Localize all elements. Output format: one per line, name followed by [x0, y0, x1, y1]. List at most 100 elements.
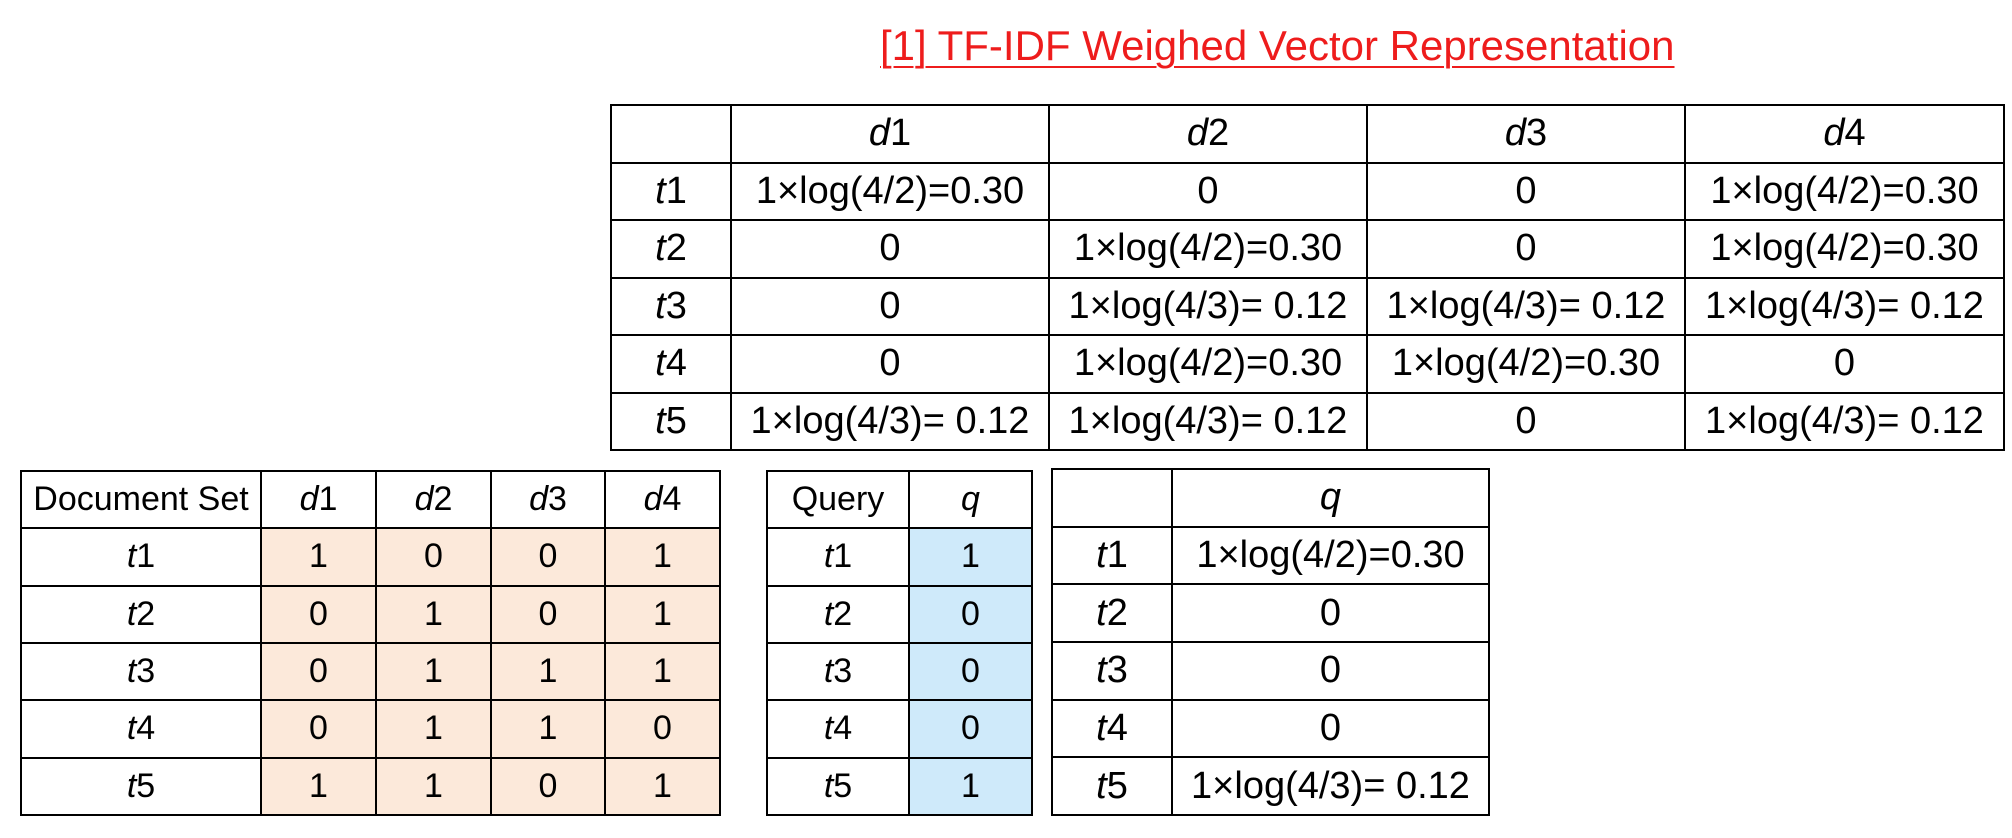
table-cell: 0: [730, 334, 1050, 394]
table-cell: 0: [260, 699, 377, 759]
table-cell: 1: [375, 756, 492, 817]
table-cell: 1×log(4/2)=0.30: [1684, 219, 2005, 279]
table-cell: 1×log(4/3)= 0.12: [1684, 276, 2005, 336]
table-cell: 1×log(4/2)=0.30: [1684, 161, 2005, 221]
table-cell: 1: [260, 527, 377, 587]
table-cell: 0: [1171, 698, 1490, 759]
table-header-row: Query q: [766, 469, 1033, 530]
table-cell: 0: [1171, 583, 1490, 643]
table-cell: 0: [730, 219, 1050, 279]
column-header: d1: [730, 104, 1050, 164]
table-cell: 0: [604, 699, 721, 759]
table-header-row: q: [1051, 468, 1490, 528]
table-cell: 0: [260, 584, 377, 644]
table-row: t3 0: [766, 641, 1033, 702]
row-header: t4: [20, 699, 262, 759]
table-cell: 1×log(4/2)=0.30: [730, 161, 1050, 221]
row-header: t4: [1051, 698, 1173, 759]
corner-cell: [1051, 468, 1173, 528]
row-header: t1: [610, 161, 732, 221]
column-header: d2: [1048, 104, 1368, 164]
table-cell: 1×log(4/2)=0.30: [1366, 334, 1686, 394]
table-cell: 1: [604, 641, 721, 702]
row-header: t3: [20, 641, 262, 702]
row-header: t5: [766, 756, 910, 817]
table-row: t4 0: [766, 699, 1033, 759]
document-set-table: Document Set d1 d2 d3 d4 t1 1 0 0 1 t2 0…: [20, 469, 721, 817]
table-cell: 1: [375, 584, 492, 644]
column-header: d3: [490, 469, 606, 530]
table-cell: 0: [1366, 391, 1686, 451]
table-row: t3 0 1×log(4/3)= 0.12 1×log(4/3)= 0.12 1…: [610, 276, 2005, 336]
table-row: t2 0 1×log(4/2)=0.30 0 1×log(4/2)=0.30: [610, 219, 2005, 279]
row-header: t3: [610, 276, 732, 336]
row-header: t2: [20, 584, 262, 644]
table-cell: 0: [490, 756, 606, 817]
table-cell: 0: [1684, 334, 2005, 394]
table-cell: 0: [1366, 219, 1686, 279]
table-row: t2 0 1 0 1: [20, 584, 721, 644]
query-weights-table: q t1 1×log(4/2)=0.30 t2 0 t3 0 t4 0 t5 1…: [1051, 468, 1490, 816]
table-row: t4 0: [1051, 698, 1490, 759]
table-row: t1 1 0 0 1: [20, 527, 721, 587]
table-row: t2 0: [766, 584, 1033, 644]
table-cell: 0: [490, 584, 606, 644]
table-row: t3 0: [1051, 640, 1490, 701]
table-cell: 1×log(4/3)= 0.12: [1048, 276, 1368, 336]
row-header: t1: [1051, 525, 1173, 586]
table-cell: 0: [1171, 640, 1490, 701]
table-cell: 0: [908, 641, 1033, 702]
table-cell: 1: [490, 641, 606, 702]
column-header: d2: [375, 469, 492, 530]
table-cell: 1×log(4/3)= 0.12: [1048, 391, 1368, 451]
table-row: t4 0 1×log(4/2)=0.30 1×log(4/2)=0.30 0: [610, 334, 2005, 394]
tfidf-table: d1 d2 d3 d4 t1 1×log(4/2)=0.30 0 0 1×log…: [610, 104, 2005, 451]
table-row: t2 0: [1051, 583, 1490, 643]
table-row: t5 1×log(4/3)= 0.12: [1051, 756, 1490, 816]
table-cell: 0: [490, 527, 606, 587]
table-row: t5 1 1 0 1: [20, 756, 721, 817]
row-header: t5: [20, 756, 262, 817]
table-cell: 1×log(4/2)=0.30: [1048, 219, 1368, 279]
table-cell: 1: [375, 641, 492, 702]
column-header: d4: [1684, 104, 2005, 164]
table-cell: 1×log(4/3)= 0.12: [730, 391, 1050, 451]
corner-cell: [610, 104, 732, 164]
row-header: t5: [1051, 756, 1173, 816]
table-cell: 1: [375, 699, 492, 759]
table-row: t1 1×log(4/2)=0.30: [1051, 525, 1490, 586]
row-header: t3: [1051, 640, 1173, 701]
table-cell: 1: [908, 756, 1033, 817]
table-cell: 1: [604, 756, 721, 817]
table-row: t1 1: [766, 527, 1033, 587]
table-cell: 0: [730, 276, 1050, 336]
table-header-row: Document Set d1 d2 d3 d4: [20, 469, 721, 530]
table-row: t5 1: [766, 756, 1033, 817]
column-header: q: [1171, 468, 1490, 528]
table-row: t4 0 1 1 0: [20, 699, 721, 759]
column-header: q: [908, 469, 1033, 530]
row-header: t5: [610, 391, 732, 451]
table-row: t1 1×log(4/2)=0.30 0 0 1×log(4/2)=0.30: [610, 161, 2005, 221]
row-header: t2: [1051, 583, 1173, 643]
column-header: d4: [604, 469, 721, 530]
table-cell: 1: [604, 527, 721, 587]
corner-cell: Document Set: [20, 469, 262, 530]
row-header: t4: [766, 699, 910, 759]
table-cell: 1: [490, 699, 606, 759]
table-cell: 1: [604, 584, 721, 644]
table-cell: 1×log(4/3)= 0.12: [1684, 391, 2005, 451]
table-cell: 1×log(4/3)= 0.12: [1171, 756, 1490, 816]
table-cell: 1×log(4/3)= 0.12: [1366, 276, 1686, 336]
corner-cell: Query: [766, 469, 910, 530]
table-cell: 1: [260, 756, 377, 817]
row-header: t2: [610, 219, 732, 279]
row-header: t2: [766, 584, 910, 644]
page-title: [1] TF-IDF Weighed Vector Representation: [880, 22, 1675, 69]
table-cell: 0: [908, 584, 1033, 644]
table-row: t3 0 1 1 1: [20, 641, 721, 702]
table-cell: 0: [1048, 161, 1368, 221]
table-row: t5 1×log(4/3)= 0.12 1×log(4/3)= 0.12 0 1…: [610, 391, 2005, 451]
query-table: Query q t1 1 t2 0 t3 0 t4 0 t5 1: [766, 469, 1033, 817]
column-header: d3: [1366, 104, 1686, 164]
